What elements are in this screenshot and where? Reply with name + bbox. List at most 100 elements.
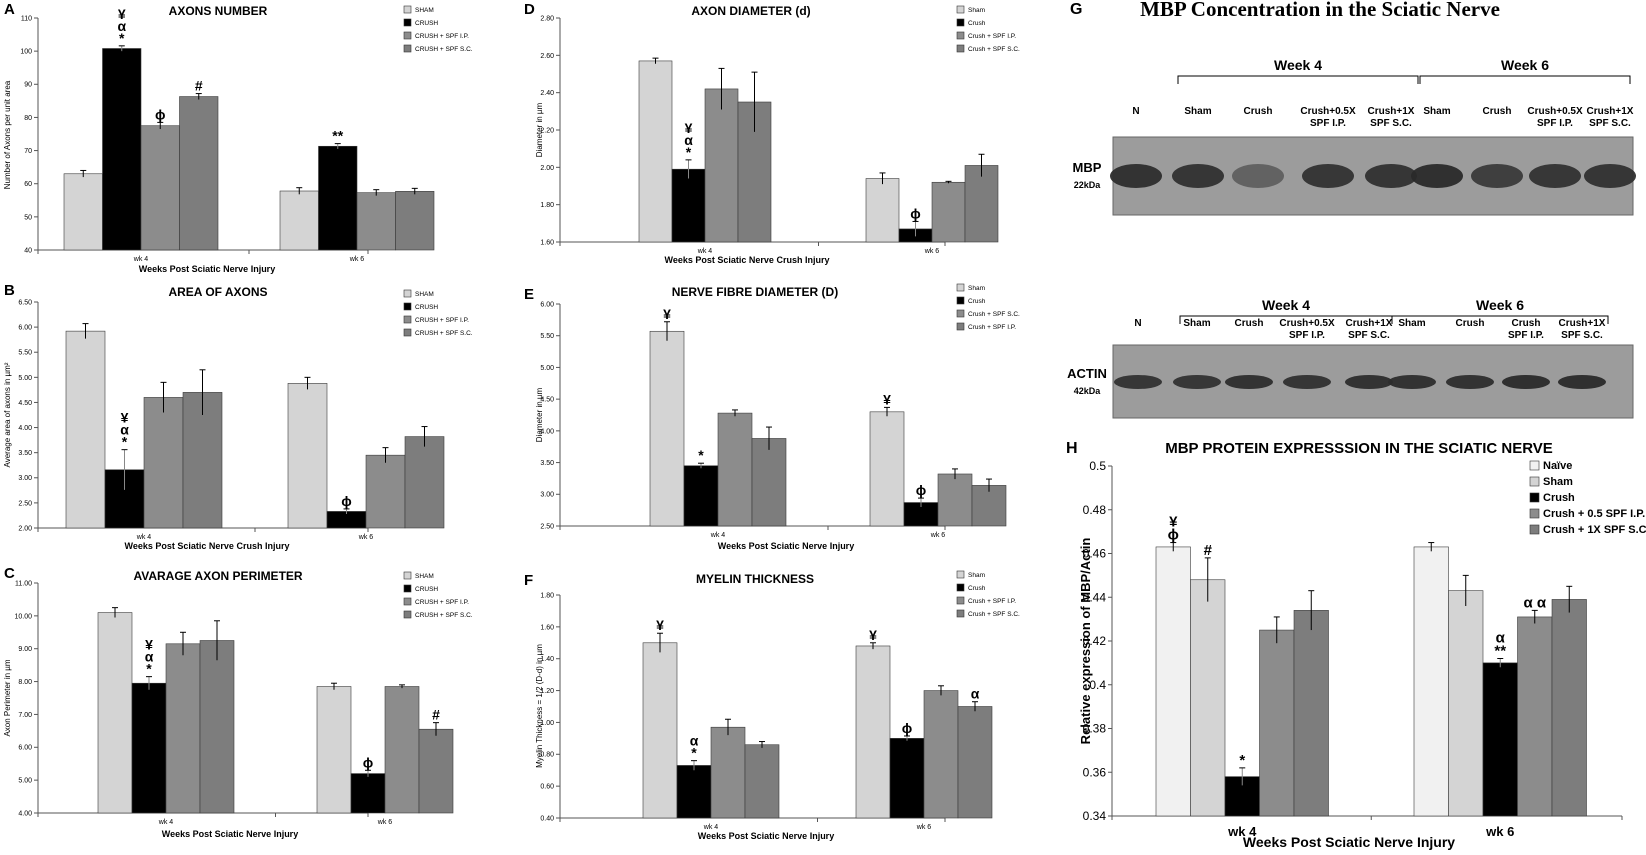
lane-label: Sham <box>1398 318 1425 329</box>
y-tick-label: 4.50 <box>540 397 554 404</box>
y-tick-label: 7.00 <box>18 712 32 719</box>
significance-mark: α <box>1496 630 1506 647</box>
kda-label: 22kDa <box>1074 180 1102 190</box>
y-tick-label: 1.00 <box>540 720 554 727</box>
legend-label: Crush <box>1543 492 1575 504</box>
legend-label: Sham <box>968 572 985 579</box>
x-tick-label: wk 4 <box>697 248 713 255</box>
y-tick-label: 4.00 <box>18 425 32 432</box>
legend-swatch <box>956 609 965 618</box>
lane-label: SPF S.C. <box>1348 330 1390 341</box>
bar <box>683 465 719 527</box>
lane-label: Sham <box>1183 318 1210 329</box>
y-tick-label: 11.00 <box>15 580 32 587</box>
y-tick-label: 2.60 <box>540 53 554 60</box>
y-tick-label: 3.50 <box>540 460 554 467</box>
panel-label: E <box>524 286 534 303</box>
y-axis-label: Number of Axons per unit area <box>3 80 12 189</box>
bar <box>744 744 780 819</box>
protein-band <box>1558 375 1606 389</box>
y-tick-label: 70 <box>24 148 32 155</box>
legend-swatch <box>403 31 412 40</box>
bar <box>350 773 386 814</box>
bar <box>140 125 180 251</box>
protein-band <box>1114 375 1162 389</box>
protein-band <box>1529 164 1581 188</box>
y-tick-label: 6.00 <box>18 745 32 752</box>
y-tick-label: 100 <box>20 49 32 56</box>
significance-mark: * <box>691 745 697 761</box>
chart-title: MYELIN THICKNESS <box>696 572 814 586</box>
bar <box>199 640 235 814</box>
bar <box>1293 610 1329 817</box>
panel-label: F <box>524 572 533 589</box>
bar <box>316 686 352 814</box>
chart-title: NERVE FIBRE DIAMETER (D) <box>672 285 838 299</box>
lane-label: N <box>1134 318 1141 329</box>
bar <box>642 642 678 819</box>
x-axis-label: Weeks Post Sciatic Nerve Injury <box>718 541 854 551</box>
protein-band <box>1172 164 1224 188</box>
bar <box>671 168 706 243</box>
legend-swatch <box>403 597 412 606</box>
lane-label: SPF I.P. <box>1537 118 1573 129</box>
legend-swatch <box>956 570 965 579</box>
y-tick-label: 1.80 <box>540 592 554 599</box>
y-tick-label: 2.00 <box>540 165 554 172</box>
x-tick-label: wk 4 <box>133 256 149 263</box>
lane-label: Crush <box>1456 318 1485 329</box>
legend-label: Crush + SPF I.P. <box>968 324 1016 331</box>
significance-mark: ϕ <box>910 205 921 221</box>
legend-swatch <box>403 328 412 337</box>
bar <box>395 191 435 251</box>
lane-label: Sham <box>1423 106 1450 117</box>
significance-mark: α <box>971 686 980 702</box>
bar <box>704 88 739 243</box>
lane-label: SPF I.P. <box>1508 330 1544 341</box>
legend-label: CRUSH + SPF S.C. <box>415 612 473 619</box>
legend-swatch <box>403 5 412 14</box>
legend-label: Crush <box>968 20 986 27</box>
y-tick-label: 8.00 <box>18 679 32 686</box>
significance-mark: α <box>117 18 126 34</box>
legend: Sham Crush Crush + SPF S.C. Crush + SPF I.P… <box>956 283 1020 331</box>
week-6-label: Week 6 <box>1501 57 1549 73</box>
y-tick-label: 5.50 <box>18 350 32 357</box>
lane-label: Crush <box>1244 106 1273 117</box>
week-6-bracket <box>1391 315 1609 324</box>
x-tick-label: wk 4 <box>158 819 174 826</box>
significance-mark: ¥ <box>145 637 153 653</box>
blot-panel: G MBP Concentration in the Sciatic Nerve W… <box>1067 0 1636 419</box>
lane-label: N <box>1132 106 1139 117</box>
bar <box>1448 590 1484 817</box>
y-tick-label: 0.44 <box>1083 590 1107 604</box>
protein-band <box>1471 164 1523 188</box>
y-tick-label: 5.50 <box>540 333 554 340</box>
y-tick-label: 60 <box>24 181 32 188</box>
significance-mark: ¥ <box>685 120 693 136</box>
significance-mark: ¥ <box>883 391 891 407</box>
y-tick-label: 5.00 <box>18 375 32 382</box>
bar <box>1155 546 1191 817</box>
legend: Sham Crush Crush + SPF I.P. Crush + SPF S.C… <box>956 570 1020 618</box>
y-tick-label: 0.60 <box>540 784 554 791</box>
protein-band <box>1365 164 1417 188</box>
bar <box>165 643 201 814</box>
bar <box>869 411 905 527</box>
legend-swatch <box>956 583 965 592</box>
bar <box>1259 629 1295 817</box>
legend-swatch <box>1529 460 1540 471</box>
significance-mark: # <box>1204 542 1213 559</box>
legend-swatch <box>956 322 965 331</box>
y-axis-label: Diameter in µm <box>535 387 544 442</box>
legend-swatch <box>403 18 412 27</box>
bar <box>1413 546 1449 817</box>
legend-label: Crush <box>968 298 986 305</box>
legend-label: Crush + 0.5 SPF I.P. <box>1543 508 1645 520</box>
significance-mark: * <box>1239 752 1245 769</box>
lane-label: Sham <box>1184 106 1211 117</box>
y-tick-label: 0.48 <box>1083 503 1107 517</box>
legend: SHAM CRUSH CRUSH + SPF I.P. CRUSH + SPF S.C… <box>403 5 473 53</box>
bar <box>957 706 993 819</box>
chart-a: A AXONS NUMBER 40 50 60 70 80 90 100 110 wk 4 wk 6 *… <box>3 1 473 274</box>
